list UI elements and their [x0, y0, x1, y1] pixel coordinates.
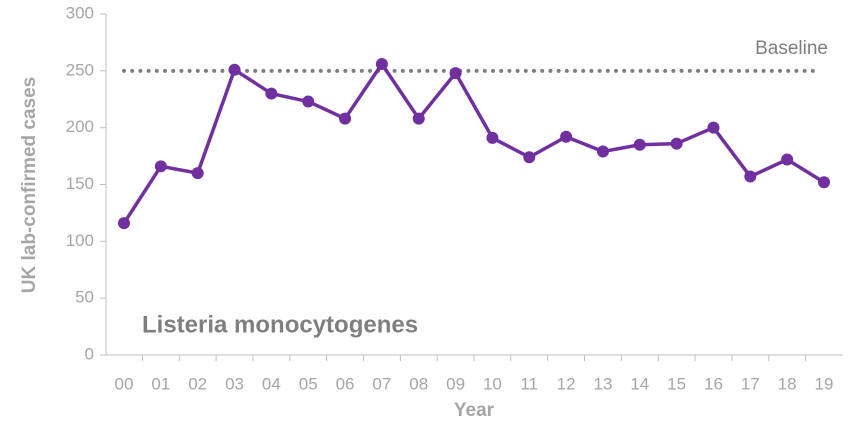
- y-tick-label: 50: [75, 288, 94, 307]
- x-tick-label: 00: [115, 374, 134, 393]
- x-tick-label: 12: [557, 374, 576, 393]
- x-tick-label: 08: [409, 374, 428, 393]
- x-tick-label: 10: [483, 374, 502, 393]
- data-point: [118, 217, 130, 230]
- data-point: [596, 145, 609, 158]
- x-tick-label: 07: [372, 374, 391, 393]
- x-tick-label: 14: [630, 374, 649, 393]
- data-point: [818, 176, 830, 189]
- data-point: [670, 137, 683, 150]
- x-tick-label: 09: [446, 374, 465, 393]
- x-tick-label: 02: [188, 374, 207, 393]
- x-tick-label: 19: [815, 374, 834, 393]
- x-tick-label: 05: [299, 374, 318, 393]
- x-tick-label: 15: [667, 374, 686, 393]
- y-tick-label: 200: [66, 117, 94, 136]
- data-point: [339, 112, 352, 125]
- x-tick-label: 11: [520, 374, 538, 393]
- x-tick-label: 01: [151, 374, 170, 393]
- series-line: [122, 62, 825, 225]
- y-tick-label: 300: [66, 3, 94, 22]
- y-tick-label: 250: [66, 60, 94, 79]
- y-tick-label: 0: [85, 344, 94, 363]
- x-tick-label: 13: [593, 374, 612, 393]
- y-axis-label: UK lab-confirmed cases: [19, 77, 40, 293]
- data-point: [228, 63, 241, 76]
- x-tick-label: 06: [336, 374, 355, 393]
- data-point: [412, 112, 425, 125]
- data-point: [265, 87, 278, 100]
- data-point: [744, 170, 757, 183]
- y-tick-label: 150: [66, 174, 94, 193]
- data-point: [707, 121, 720, 134]
- x-tick-label: 16: [704, 374, 723, 393]
- x-axis-label: Year: [454, 400, 495, 421]
- data-point: [191, 167, 204, 180]
- data-point: [633, 138, 646, 151]
- x-tick-label: 17: [741, 374, 760, 393]
- data-point: [523, 151, 536, 164]
- x-tick-label: 18: [778, 374, 797, 393]
- baseline-label: Baseline: [755, 38, 828, 59]
- data-point: [486, 131, 499, 144]
- data-point: [154, 160, 167, 173]
- y-tick-label: 100: [66, 231, 94, 250]
- data-point: [560, 130, 573, 143]
- series-annotation: Listeria monocytogenes: [142, 311, 418, 338]
- data-point: [449, 67, 462, 80]
- data-point: [302, 95, 315, 108]
- data-point: [375, 58, 388, 71]
- x-tick-label: 04: [262, 374, 281, 393]
- data-point: [781, 153, 794, 166]
- x-tick-label: 03: [225, 374, 244, 393]
